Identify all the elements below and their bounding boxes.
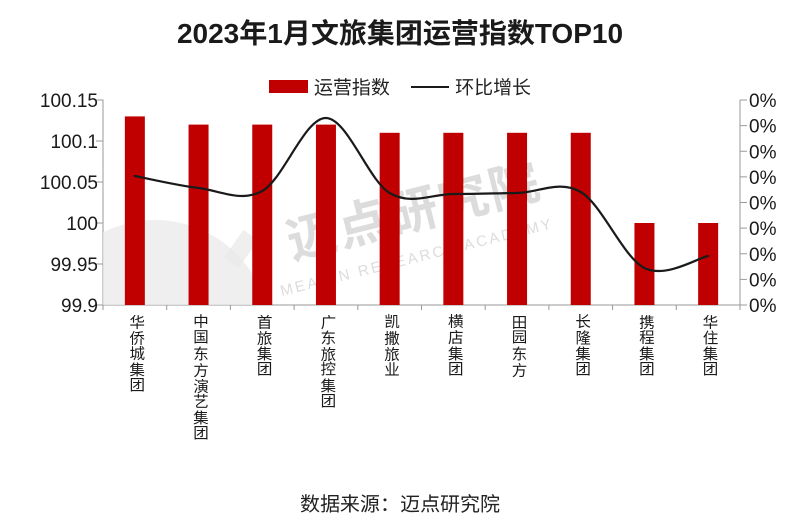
svg-text:0%: 0%	[749, 117, 777, 138]
svg-text:0%: 0%	[749, 194, 777, 215]
svg-text:99.95: 99.95	[50, 255, 98, 276]
svg-text:0%: 0%	[749, 245, 777, 266]
svg-text:100.05: 100.05	[40, 173, 98, 194]
svg-text:100: 100	[66, 214, 98, 235]
svg-text:0%: 0%	[749, 168, 777, 189]
svg-text:99.9: 99.9	[61, 296, 98, 317]
svg-text:0%: 0%	[749, 142, 777, 163]
svg-text:100.15: 100.15	[40, 91, 98, 112]
svg-text:0%: 0%	[749, 270, 777, 291]
svg-text:0%: 0%	[749, 296, 777, 317]
svg-text:100.1: 100.1	[50, 132, 98, 153]
svg-text:0%: 0%	[749, 219, 777, 240]
svg-text:0%: 0%	[749, 91, 777, 112]
